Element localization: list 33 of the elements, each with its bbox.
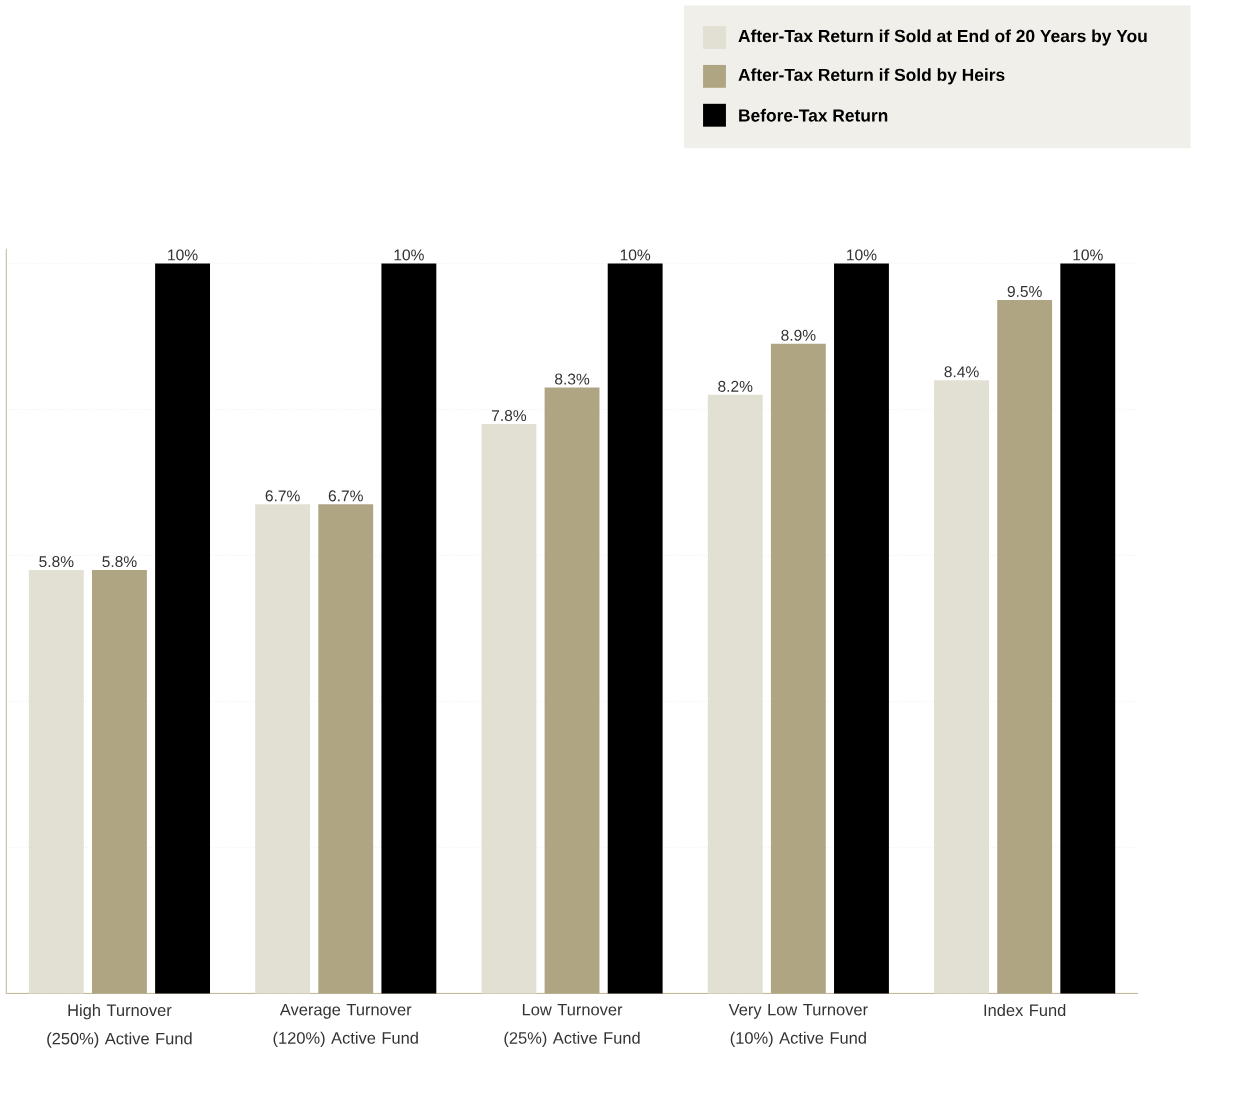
bar <box>834 263 889 994</box>
x-tick-label: Low Turnover (25%) Active Fund <box>504 1003 640 1048</box>
bar <box>934 380 989 994</box>
data-label: 8.2% <box>718 380 753 392</box>
data-label: 8.4% <box>944 366 979 378</box>
legend-label: Before-Tax Return <box>739 108 888 122</box>
bar <box>155 263 210 994</box>
data-label: 7.8% <box>492 410 527 422</box>
legend-label: After-Tax Return if Sold by Heirs <box>738 68 1005 85</box>
data-label: 10% <box>168 249 198 261</box>
data-label: 10% <box>394 249 424 261</box>
bar <box>28 570 84 994</box>
bar <box>381 263 437 994</box>
data-label: 10% <box>847 249 877 261</box>
x-tick-label: Index Fund <box>984 1003 1066 1017</box>
data-label: 5.8% <box>39 556 74 568</box>
x-tick-label: Average Turnover (120%) Active Fund <box>273 1003 418 1048</box>
data-label: 5.8% <box>102 556 137 568</box>
data-label: 8.9% <box>781 329 816 341</box>
bar <box>707 394 763 994</box>
bar <box>255 504 311 994</box>
data-label: 8.3% <box>555 373 590 385</box>
data-label: 10% <box>1073 249 1103 261</box>
data-label: 6.7% <box>265 490 300 502</box>
data-label: 9.5% <box>1007 285 1042 297</box>
x-tick-label: High Turnover (250%) Active Fund <box>47 1003 192 1048</box>
bar <box>481 423 537 994</box>
bar <box>607 263 663 994</box>
data-label: 10% <box>620 249 651 261</box>
legend-label: After-Tax Return if Sold at End of 20 Years by You <box>738 29 1147 46</box>
data-label: 6.7% <box>328 490 363 502</box>
bar <box>1060 263 1116 994</box>
x-tick-label: Very Low Turnover (10%) Active Fund <box>728 1003 868 1048</box>
